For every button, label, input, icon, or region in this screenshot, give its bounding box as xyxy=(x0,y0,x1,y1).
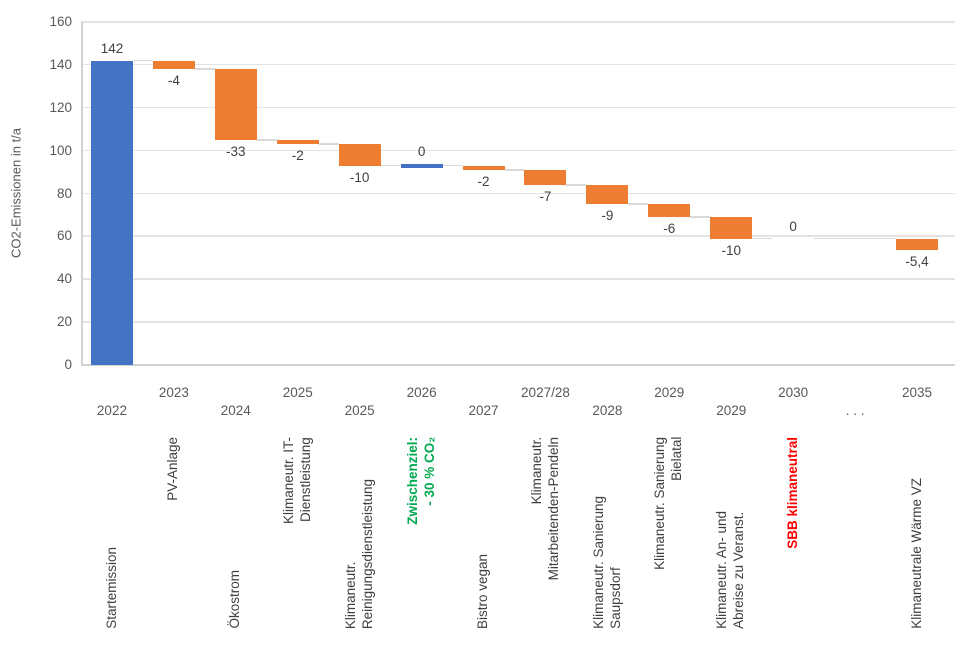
waterfall-bar-decrease xyxy=(462,165,505,170)
bar-value-label: -7 xyxy=(539,188,552,204)
category-label: Klimaneutr. Reinigungsdienstleistung xyxy=(342,478,375,629)
gridline xyxy=(81,192,955,195)
connector-line xyxy=(442,164,463,167)
gridline xyxy=(81,321,955,323)
category-label-cell: Klimaneutr. Mitarbeitenden-Pendeln xyxy=(514,437,576,629)
year-label: 2035 xyxy=(902,385,933,400)
category-label: Ökostrom xyxy=(227,570,243,629)
bar-value-label: -10 xyxy=(349,169,370,185)
year-label: 2028 xyxy=(592,403,623,418)
category-label-cell: PV-Anlage xyxy=(143,437,205,629)
gridline xyxy=(81,235,955,237)
category-label-cell: Bistro vegan xyxy=(453,437,515,629)
gridline xyxy=(81,21,955,23)
y-axis-tick-label: 120 xyxy=(49,99,72,115)
gridline xyxy=(81,278,955,280)
connector-line xyxy=(628,203,649,206)
connector-line xyxy=(690,216,711,218)
category-label: SBB klimaneutral xyxy=(784,437,800,549)
bar-value-label: -6 xyxy=(663,221,676,237)
category-label-cell: Klimaneutr. An- und Abreise zu Veranst. xyxy=(700,437,762,629)
year-label: 2023 xyxy=(158,385,189,400)
category-label: PV-Anlage xyxy=(165,437,181,501)
y-axis-tick-label: 80 xyxy=(56,185,72,201)
bar-value-label: 142 xyxy=(100,40,124,56)
year-label: 2025 xyxy=(344,403,375,418)
year-label: 2027 xyxy=(468,403,499,418)
category-label: Klimaneutr. Sanierung Saupsdorf xyxy=(590,496,623,629)
category-label-cell: Klimaneutr. Reinigungsdienstleistung xyxy=(329,437,391,629)
y-axis-tick-label: 100 xyxy=(49,142,72,158)
year-label: 2022 xyxy=(96,403,127,418)
connector-line xyxy=(814,237,897,240)
bar-value-label: -5,4 xyxy=(905,254,929,270)
category-label: Klimaneutr. Mitarbeitenden-Pendeln xyxy=(528,437,561,581)
gridline xyxy=(81,63,955,66)
year-label: . . . xyxy=(845,403,865,418)
category-label: Startemission xyxy=(103,547,119,629)
year-label: 2026 xyxy=(406,385,437,400)
y-axis-tick-label: 0 xyxy=(64,357,72,372)
category-label-cell: SBB klimaneutral xyxy=(762,437,824,629)
bar-value-label: -4 xyxy=(167,73,180,89)
waterfall-bar-decrease xyxy=(896,238,939,251)
waterfall-bar-decrease xyxy=(524,169,567,185)
year-label: 2025 xyxy=(282,385,313,400)
connector-line xyxy=(752,237,773,240)
category-label: Klimaneutr. IT- Dienstleistung xyxy=(280,437,313,525)
y-axis-tick-label: 20 xyxy=(56,314,72,330)
year-label: 2029 xyxy=(716,403,747,418)
category-label-cell: Klimaneutr. IT- Dienstleistung xyxy=(267,437,329,629)
waterfall-bar-decrease xyxy=(710,217,753,239)
category-label: Bistro vegan xyxy=(475,553,491,629)
y-axis-tick-label: 40 xyxy=(56,271,72,287)
gridline xyxy=(81,149,955,152)
gridline xyxy=(81,106,955,109)
waterfall-bar-decrease xyxy=(214,69,257,140)
bar-value-label: 0 xyxy=(417,144,426,160)
year-label: 2029 xyxy=(654,385,685,400)
category-label: Klimaneutr. An- und Abreise zu Veranst. xyxy=(714,511,747,629)
category-label: Klimaneutr. Sanierung Bielatal xyxy=(652,437,685,570)
waterfall-bar-decrease xyxy=(276,139,319,145)
year-label: 2027/28 xyxy=(521,385,570,400)
waterfall-bar-start xyxy=(90,60,133,365)
milestone-line xyxy=(400,164,443,168)
connector-line xyxy=(504,168,525,171)
connector-line xyxy=(256,138,277,141)
y-axis-tick-label: 160 xyxy=(49,14,72,29)
category-label-cell: Ökostrom xyxy=(205,437,267,629)
y-axis-tick-label: 140 xyxy=(49,56,72,72)
connector-line xyxy=(380,164,401,167)
category-label-cell: Klimaneutrale Wärme VZ xyxy=(886,437,948,629)
category-label: Klimaneutrale Wärme VZ xyxy=(908,478,924,629)
y-axis-tick-label: 60 xyxy=(56,228,72,244)
connector-line xyxy=(318,143,339,145)
connector-line xyxy=(566,183,587,186)
connector-line xyxy=(194,68,215,70)
year-label: 2030 xyxy=(778,385,809,400)
category-label-cell: Zwischenziel: - 30 % CO₂ xyxy=(391,437,453,629)
waterfall-bar-decrease xyxy=(338,144,381,166)
bar-value-label: -2 xyxy=(477,173,490,189)
category-label-cell: Klimaneutr. Sanierung Bielatal xyxy=(638,437,700,629)
connector-line xyxy=(132,59,153,62)
bar-value-label: -2 xyxy=(291,148,304,164)
waterfall-bar-decrease xyxy=(586,184,629,205)
bar-value-label: -33 xyxy=(226,143,246,159)
waterfall-bar-decrease xyxy=(648,204,691,218)
category-label-cell: Startemission xyxy=(81,437,143,629)
x-axis-line xyxy=(81,364,955,366)
bar-value-label: -10 xyxy=(721,242,741,258)
waterfall-bar-decrease xyxy=(152,60,195,70)
bar-value-label: -9 xyxy=(601,208,614,224)
category-label: Zwischenziel: - 30 % CO₂ xyxy=(404,437,437,525)
category-label-cell: Klimaneutr. Sanierung Saupsdorf xyxy=(576,437,638,629)
y-axis-line xyxy=(81,22,83,365)
year-label: 2024 xyxy=(220,403,251,418)
bar-value-label: 0 xyxy=(789,218,797,234)
